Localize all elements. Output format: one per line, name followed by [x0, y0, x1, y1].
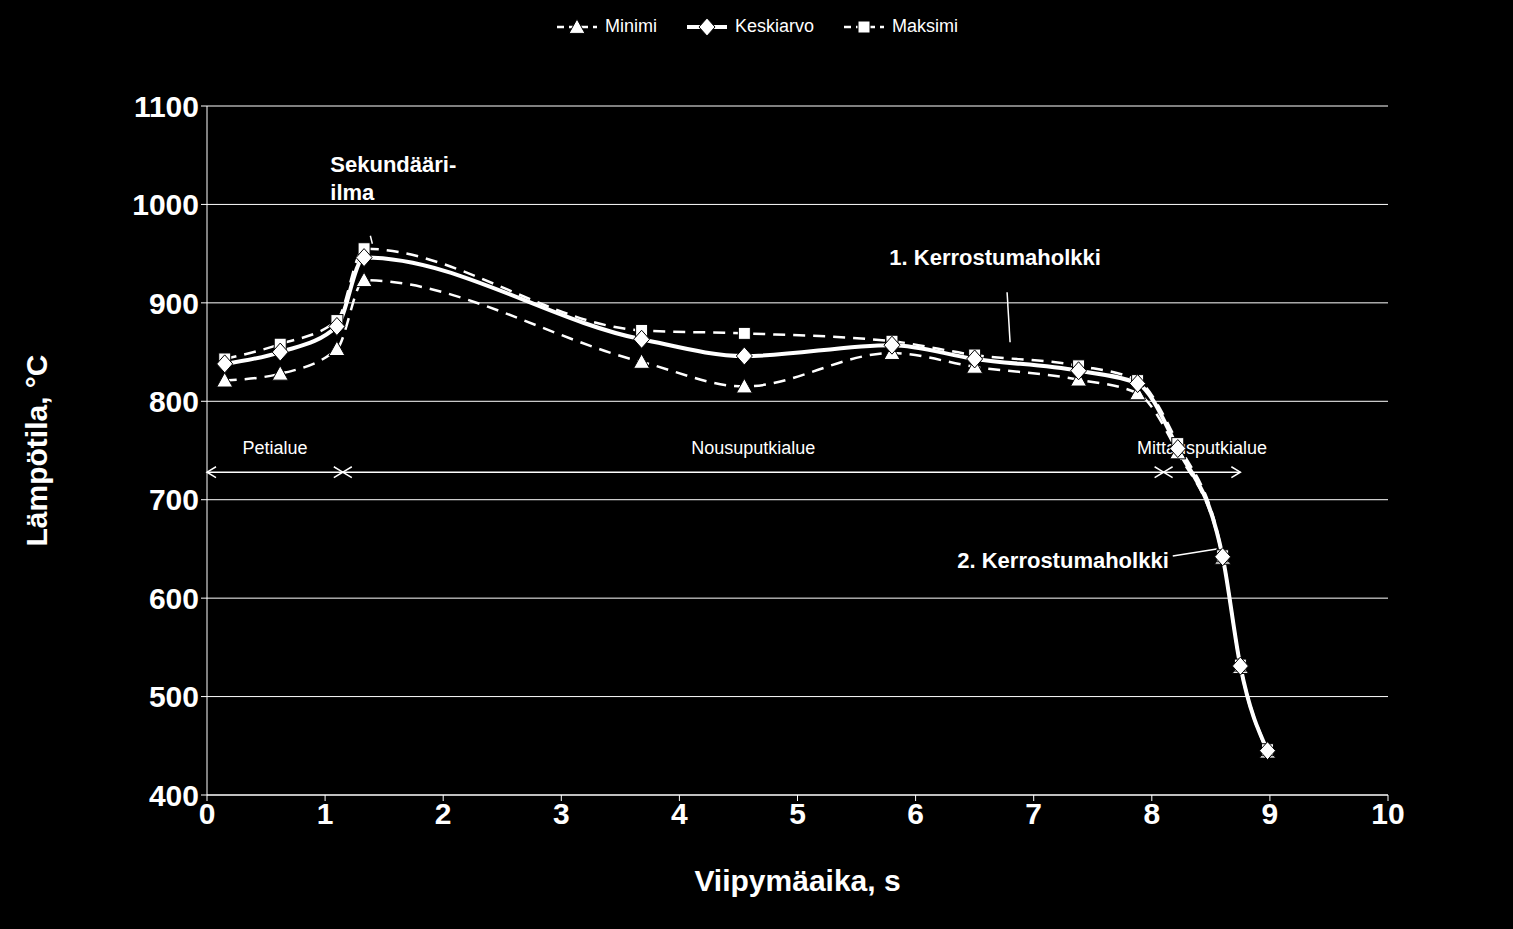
svg-text:Sekundääri-ilma: Sekundääri-ilma [330, 152, 456, 205]
svg-text:2. Kerrostumaholkki: 2. Kerrostumaholkki [957, 548, 1169, 573]
svg-text:Petialue: Petialue [242, 438, 307, 458]
svg-text:Nousuputkialue: Nousuputkialue [691, 438, 815, 458]
svg-text:5: 5 [789, 797, 806, 830]
svg-text:Viipymäaika, s: Viipymäaika, s [694, 864, 900, 897]
svg-text:500: 500 [149, 680, 199, 713]
svg-text:2: 2 [435, 797, 452, 830]
svg-text:Lämpötila, °C: Lämpötila, °C [20, 354, 53, 546]
svg-text:1000: 1000 [132, 188, 199, 221]
html-text:Minimi: Minimi [605, 16, 657, 36]
svg-text:9: 9 [1262, 797, 1279, 830]
svg-text:900: 900 [149, 287, 199, 320]
svg-text:600: 600 [149, 582, 199, 615]
svg-text:1: 1 [317, 797, 334, 830]
svg-text:700: 700 [149, 483, 199, 516]
svg-text:1100: 1100 [134, 90, 199, 123]
html-text:Maksimi: Maksimi [892, 16, 958, 36]
svg-text:1. Kerrostumaholkki: 1. Kerrostumaholkki [889, 245, 1101, 270]
svg-text:10: 10 [1371, 797, 1404, 830]
svg-text:800: 800 [149, 385, 199, 418]
svg-text:400: 400 [149, 779, 199, 812]
svg-text:8: 8 [1143, 797, 1160, 830]
svg-text:6: 6 [907, 797, 924, 830]
svg-text:7: 7 [1025, 797, 1042, 830]
html-text:Keskiarvo: Keskiarvo [735, 16, 814, 36]
svg-text:3: 3 [553, 797, 570, 830]
svg-text:0: 0 [199, 797, 216, 830]
svg-text:Mittausputkialue: Mittausputkialue [1137, 438, 1267, 458]
svg-text:4: 4 [671, 797, 688, 830]
